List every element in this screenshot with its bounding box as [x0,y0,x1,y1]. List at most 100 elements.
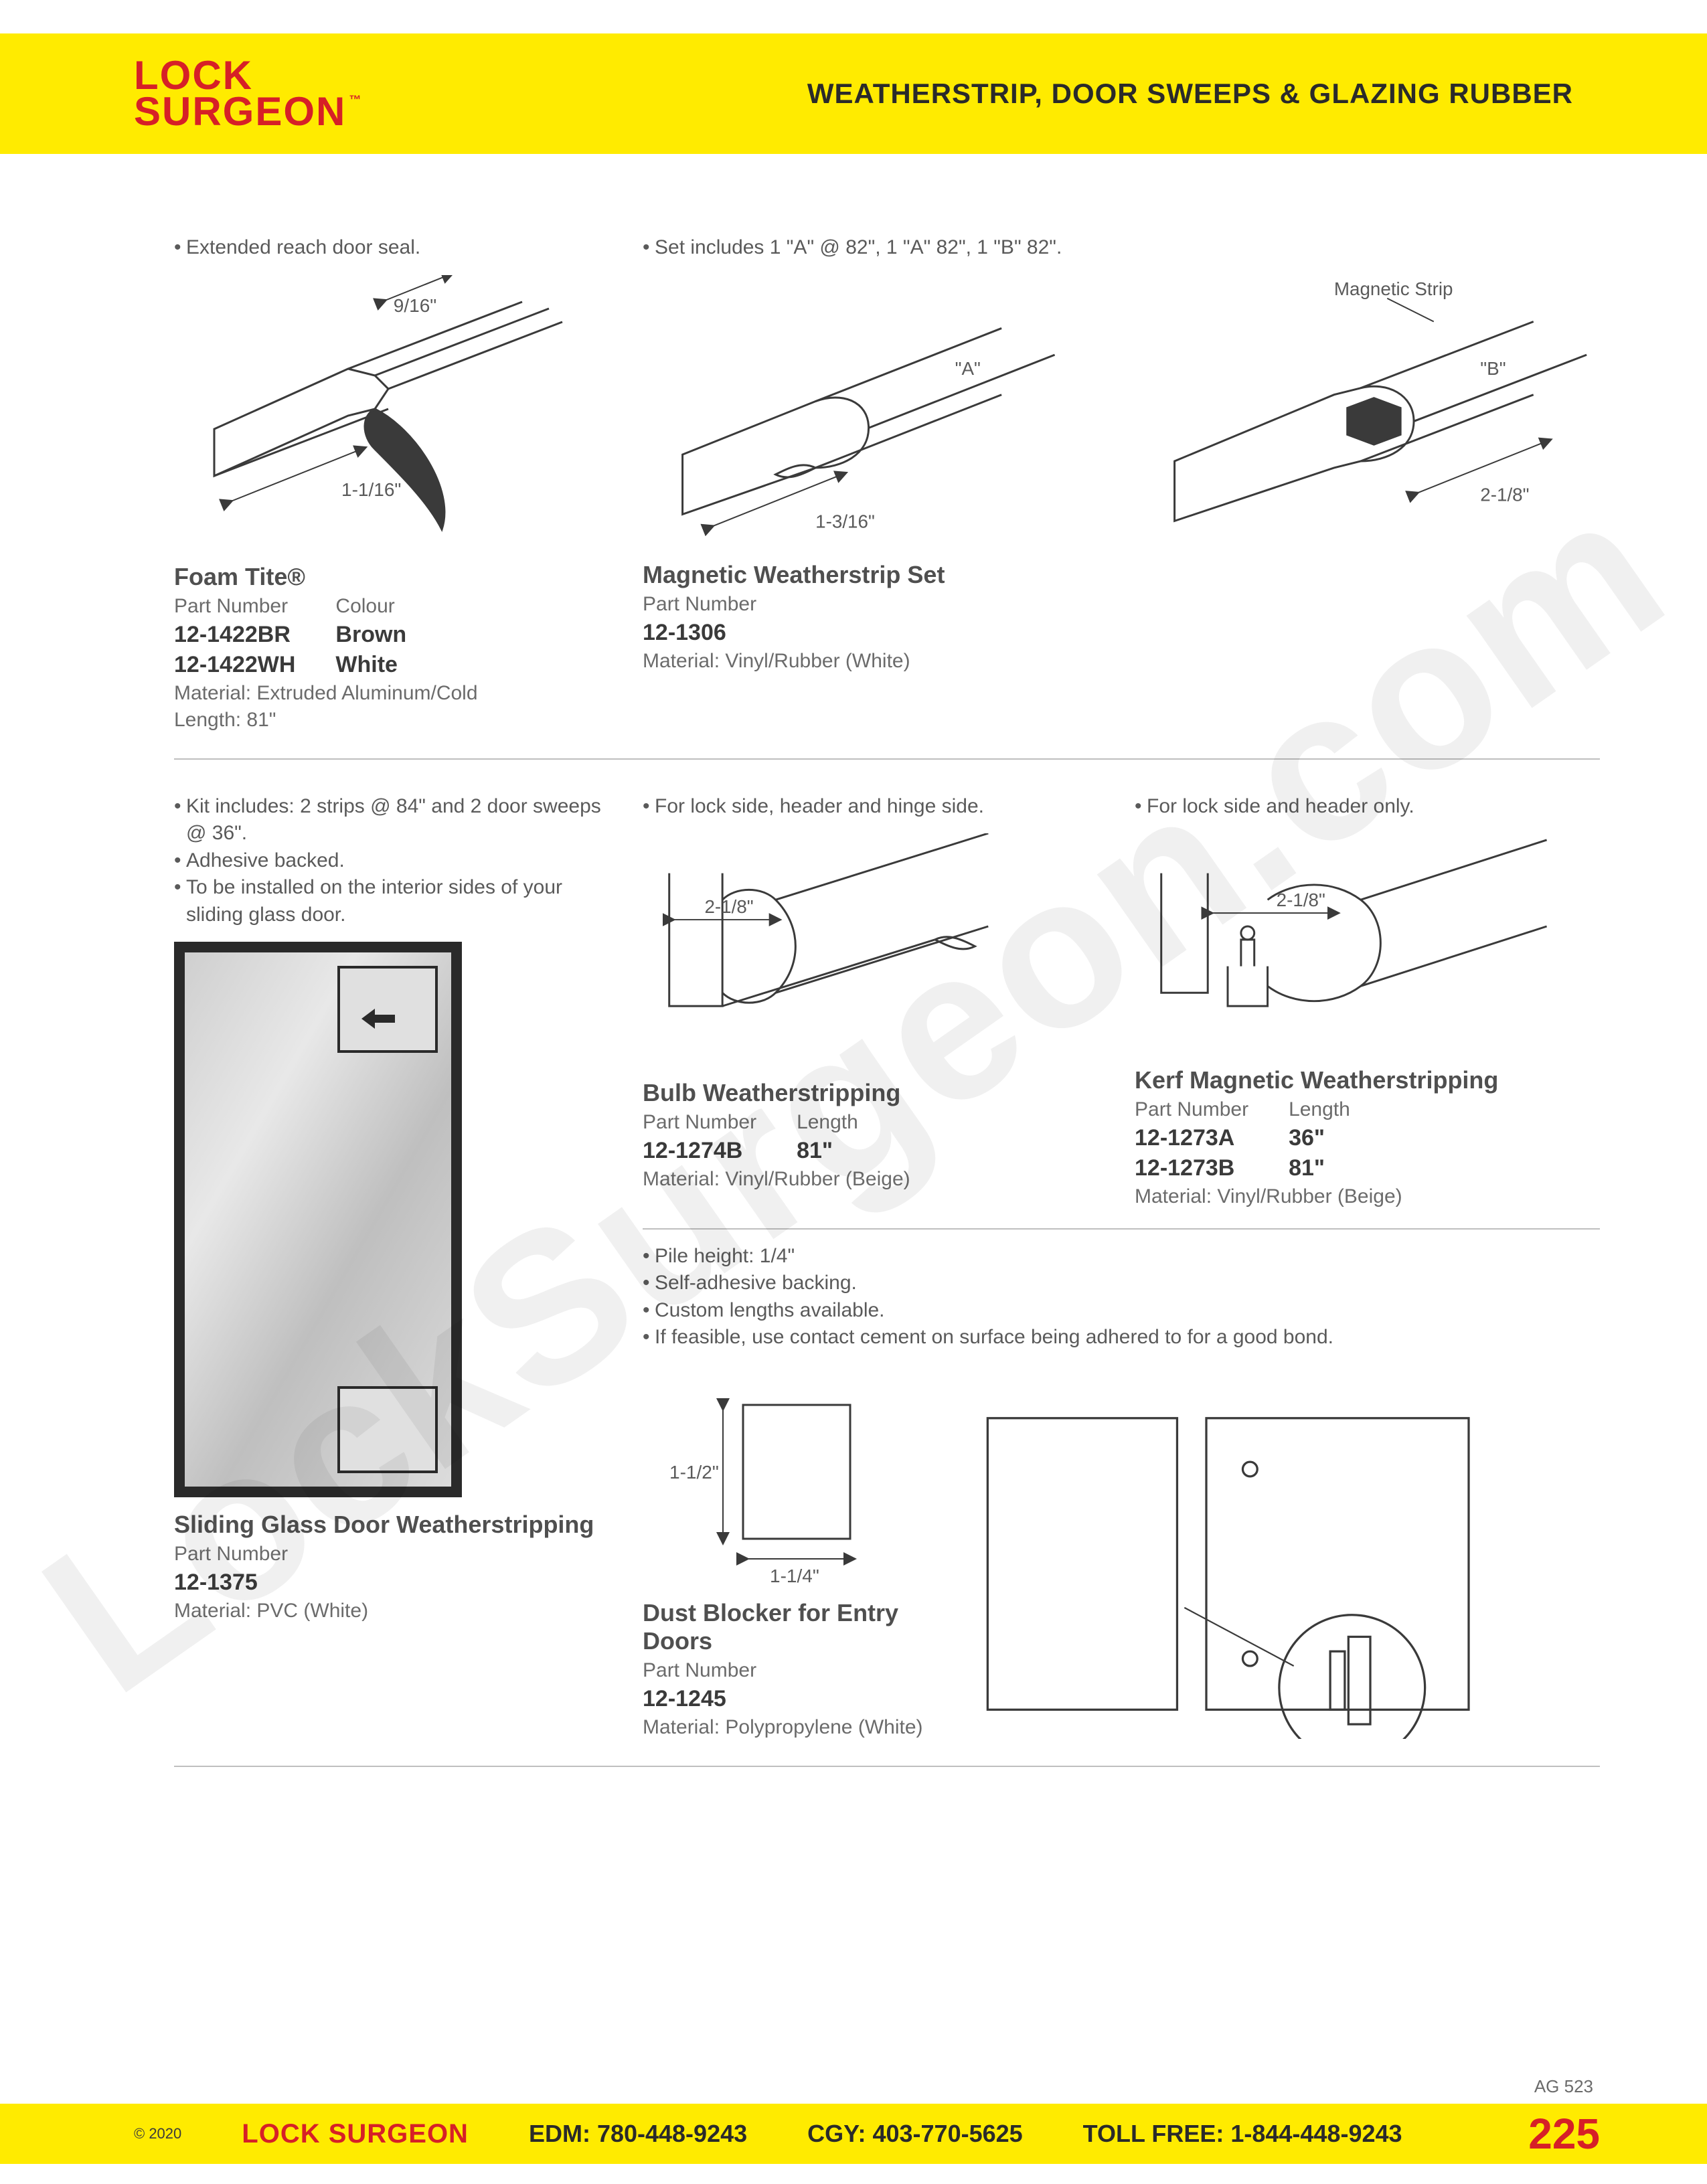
magnetic-diagram-b: Magnetic Strip "B" 2-1/8" [1135,275,1600,554]
svg-text:2-1/8": 2-1/8" [1480,484,1529,505]
product-magnetic-set: Set includes 1 "A" @ 82", 1 "A" 82", 1 "… [643,228,1600,732]
note-item: For lock side, header and hinge side. [643,793,1108,821]
logo-line1: LOCK [134,58,359,94]
header-bar: LOCK SURGEON™ WEATHERSTRIP, DOOR SWEEPS … [0,33,1707,154]
row-2: Kit includes: 2 strips @ 84" and 2 door … [174,786,1600,1739]
divider [643,1228,1600,1230]
sliding-photo [174,942,462,1497]
product-dust: Pile height: 1/4" Self-adhesive backing.… [643,1243,1600,1739]
contact-cgy: CGY: 403-770-5625 [807,2120,1023,2148]
dust-notes: Pile height: 1/4" Self-adhesive backing.… [643,1243,1600,1351]
sliding-notes: Kit includes: 2 strips @ 84" and 2 door … [174,793,602,929]
divider [174,1766,1600,1767]
dust-title: Dust Blocker for Entry Doors [643,1599,924,1655]
part-number: 12-1422BR [174,622,295,648]
footer-brand: LOCK SURGEON [242,2119,469,2149]
copyright: © 2020 [134,2125,181,2143]
note-item: Self-adhesive backing. [643,1270,1600,1297]
logo-line2: SURGEON™ [134,94,359,130]
kerf-diagram: 2-1/8" [1135,833,1600,1060]
pn-label: Part Number [174,595,295,618]
footer-bar: © 2020 LOCK SURGEON EDM: 780-448-9243 CG… [0,2104,1707,2164]
product-sliding: Kit includes: 2 strips @ 84" and 2 door … [174,786,602,1739]
arrow-icon [361,1009,395,1029]
pn-label: Part Number [174,1543,602,1566]
brand-logo: LOCK SURGEON™ [134,58,359,130]
row-1: Extended reach door seal. [174,228,1600,732]
svg-text:1-1/2": 1-1/2" [669,1462,719,1483]
material: Material: PVC (White) [174,1600,602,1622]
note-item: Pile height: 1/4" [643,1243,1600,1270]
dust-diagram-block: 1-1/2" 1-1/4" [643,1365,924,1592]
note-item: To be installed on the interior sides of… [174,874,602,928]
part-number: 12-1274B [643,1138,756,1164]
note-item: For lock side and header only. [1135,793,1600,821]
bulb-title: Bulb Weatherstripping [643,1079,1108,1107]
length-value: 36" [1289,1125,1350,1151]
page-number: 225 [1528,2109,1600,2159]
svg-text:1-1/16": 1-1/16" [341,479,401,500]
logo-line2-text: SURGEON [134,89,346,134]
pn-label: Part Number [1135,1098,1248,1121]
product-bulb: For lock side, header and hinge side. [643,786,1108,1208]
length-value: 81" [797,1138,858,1164]
length-label: Length [1289,1098,1350,1121]
part-number: 12-1245 [643,1686,924,1712]
note-item: Extended reach door seal. [174,234,602,262]
magnetic-diagram-a: "A" 1-3/16" [643,275,1108,554]
pn-label: Part Number [643,1659,924,1682]
part-number: 12-1273B [1135,1155,1248,1181]
magnetic-notes: Set includes 1 "A" @ 82", 1 "A" 82", 1 "… [643,234,1600,262]
material: Material: Polypropylene (White) [643,1716,924,1739]
product-kerf: For lock side and header only. [1135,786,1600,1208]
part-number: 12-1273A [1135,1125,1248,1151]
length: Length: 81" [174,709,602,732]
material: Material: Vinyl/Rubber (White) [643,650,1600,673]
material: Material: Vinyl/Rubber (Beige) [643,1168,1108,1191]
material: Material: Extruded Aluminum/Cold [174,682,602,705]
foam-tite-title: Foam Tite® [174,563,602,591]
contact-tollfree: TOLL FREE: 1-844-448-9243 [1083,2120,1402,2148]
colour-label: Colour [335,595,406,618]
svg-text:1-3/16": 1-3/16" [815,511,875,531]
ag-code: AG 523 [1534,2076,1593,2097]
note-item: Set includes 1 "A" @ 82", 1 "A" 82", 1 "… [643,234,1600,262]
svg-text:9/16": 9/16" [394,295,436,316]
part-number: 12-1375 [174,1570,602,1596]
material: Material: Vinyl/Rubber (Beige) [1135,1185,1600,1208]
colour-value: White [335,652,406,678]
foam-tite-notes: Extended reach door seal. [174,234,602,262]
note-item: Custom lengths available. [643,1297,1600,1325]
photo-inset-top [337,966,438,1053]
sliding-title: Sliding Glass Door Weatherstripping [174,1511,602,1539]
logo-tm: ™ [349,93,362,106]
svg-text:"A": "A" [955,357,981,378]
product-foam-tite: Extended reach door seal. [174,228,602,732]
svg-text:2-1/8": 2-1/8" [1277,890,1325,910]
page-content: Extended reach door seal. [174,228,1600,1794]
right-col: For lock side, header and hinge side. [643,786,1600,1739]
note-item: If feasible, use contact cement on surfa… [643,1324,1600,1351]
svg-text:"B": "B" [1480,357,1506,378]
pn-label: Part Number [643,593,1600,616]
svg-text:Magnetic Strip: Magnetic Strip [1334,278,1453,299]
divider [174,758,1600,760]
part-number: 12-1422WH [174,652,295,678]
note-item: Adhesive backed. [174,847,602,875]
note-item: Kit includes: 2 strips @ 84" and 2 door … [174,793,602,847]
kerf-title: Kerf Magnetic Weatherstripping [1135,1066,1600,1094]
length-value: 81" [1289,1155,1350,1181]
section-title: WEATHERSTRIP, DOOR SWEEPS & GLAZING RUBB… [807,78,1573,110]
foam-tite-diagram: 9/16" 1-1/16" [174,275,602,556]
photo-inset-bottom [337,1386,438,1473]
svg-text:1-1/4": 1-1/4" [770,1566,819,1586]
colour-value: Brown [335,622,406,648]
length-label: Length [797,1111,858,1134]
kerf-notes: For lock side and header only. [1135,793,1600,821]
contact-edm: EDM: 780-448-9243 [529,2120,747,2148]
bulb-notes: For lock side, header and hinge side. [643,793,1108,821]
bulb-diagram: 2-1/8" [643,833,1108,1072]
pn-label: Part Number [643,1111,756,1134]
dust-diagram-assembly [944,1404,1600,1739]
part-number: 12-1306 [643,620,1600,646]
